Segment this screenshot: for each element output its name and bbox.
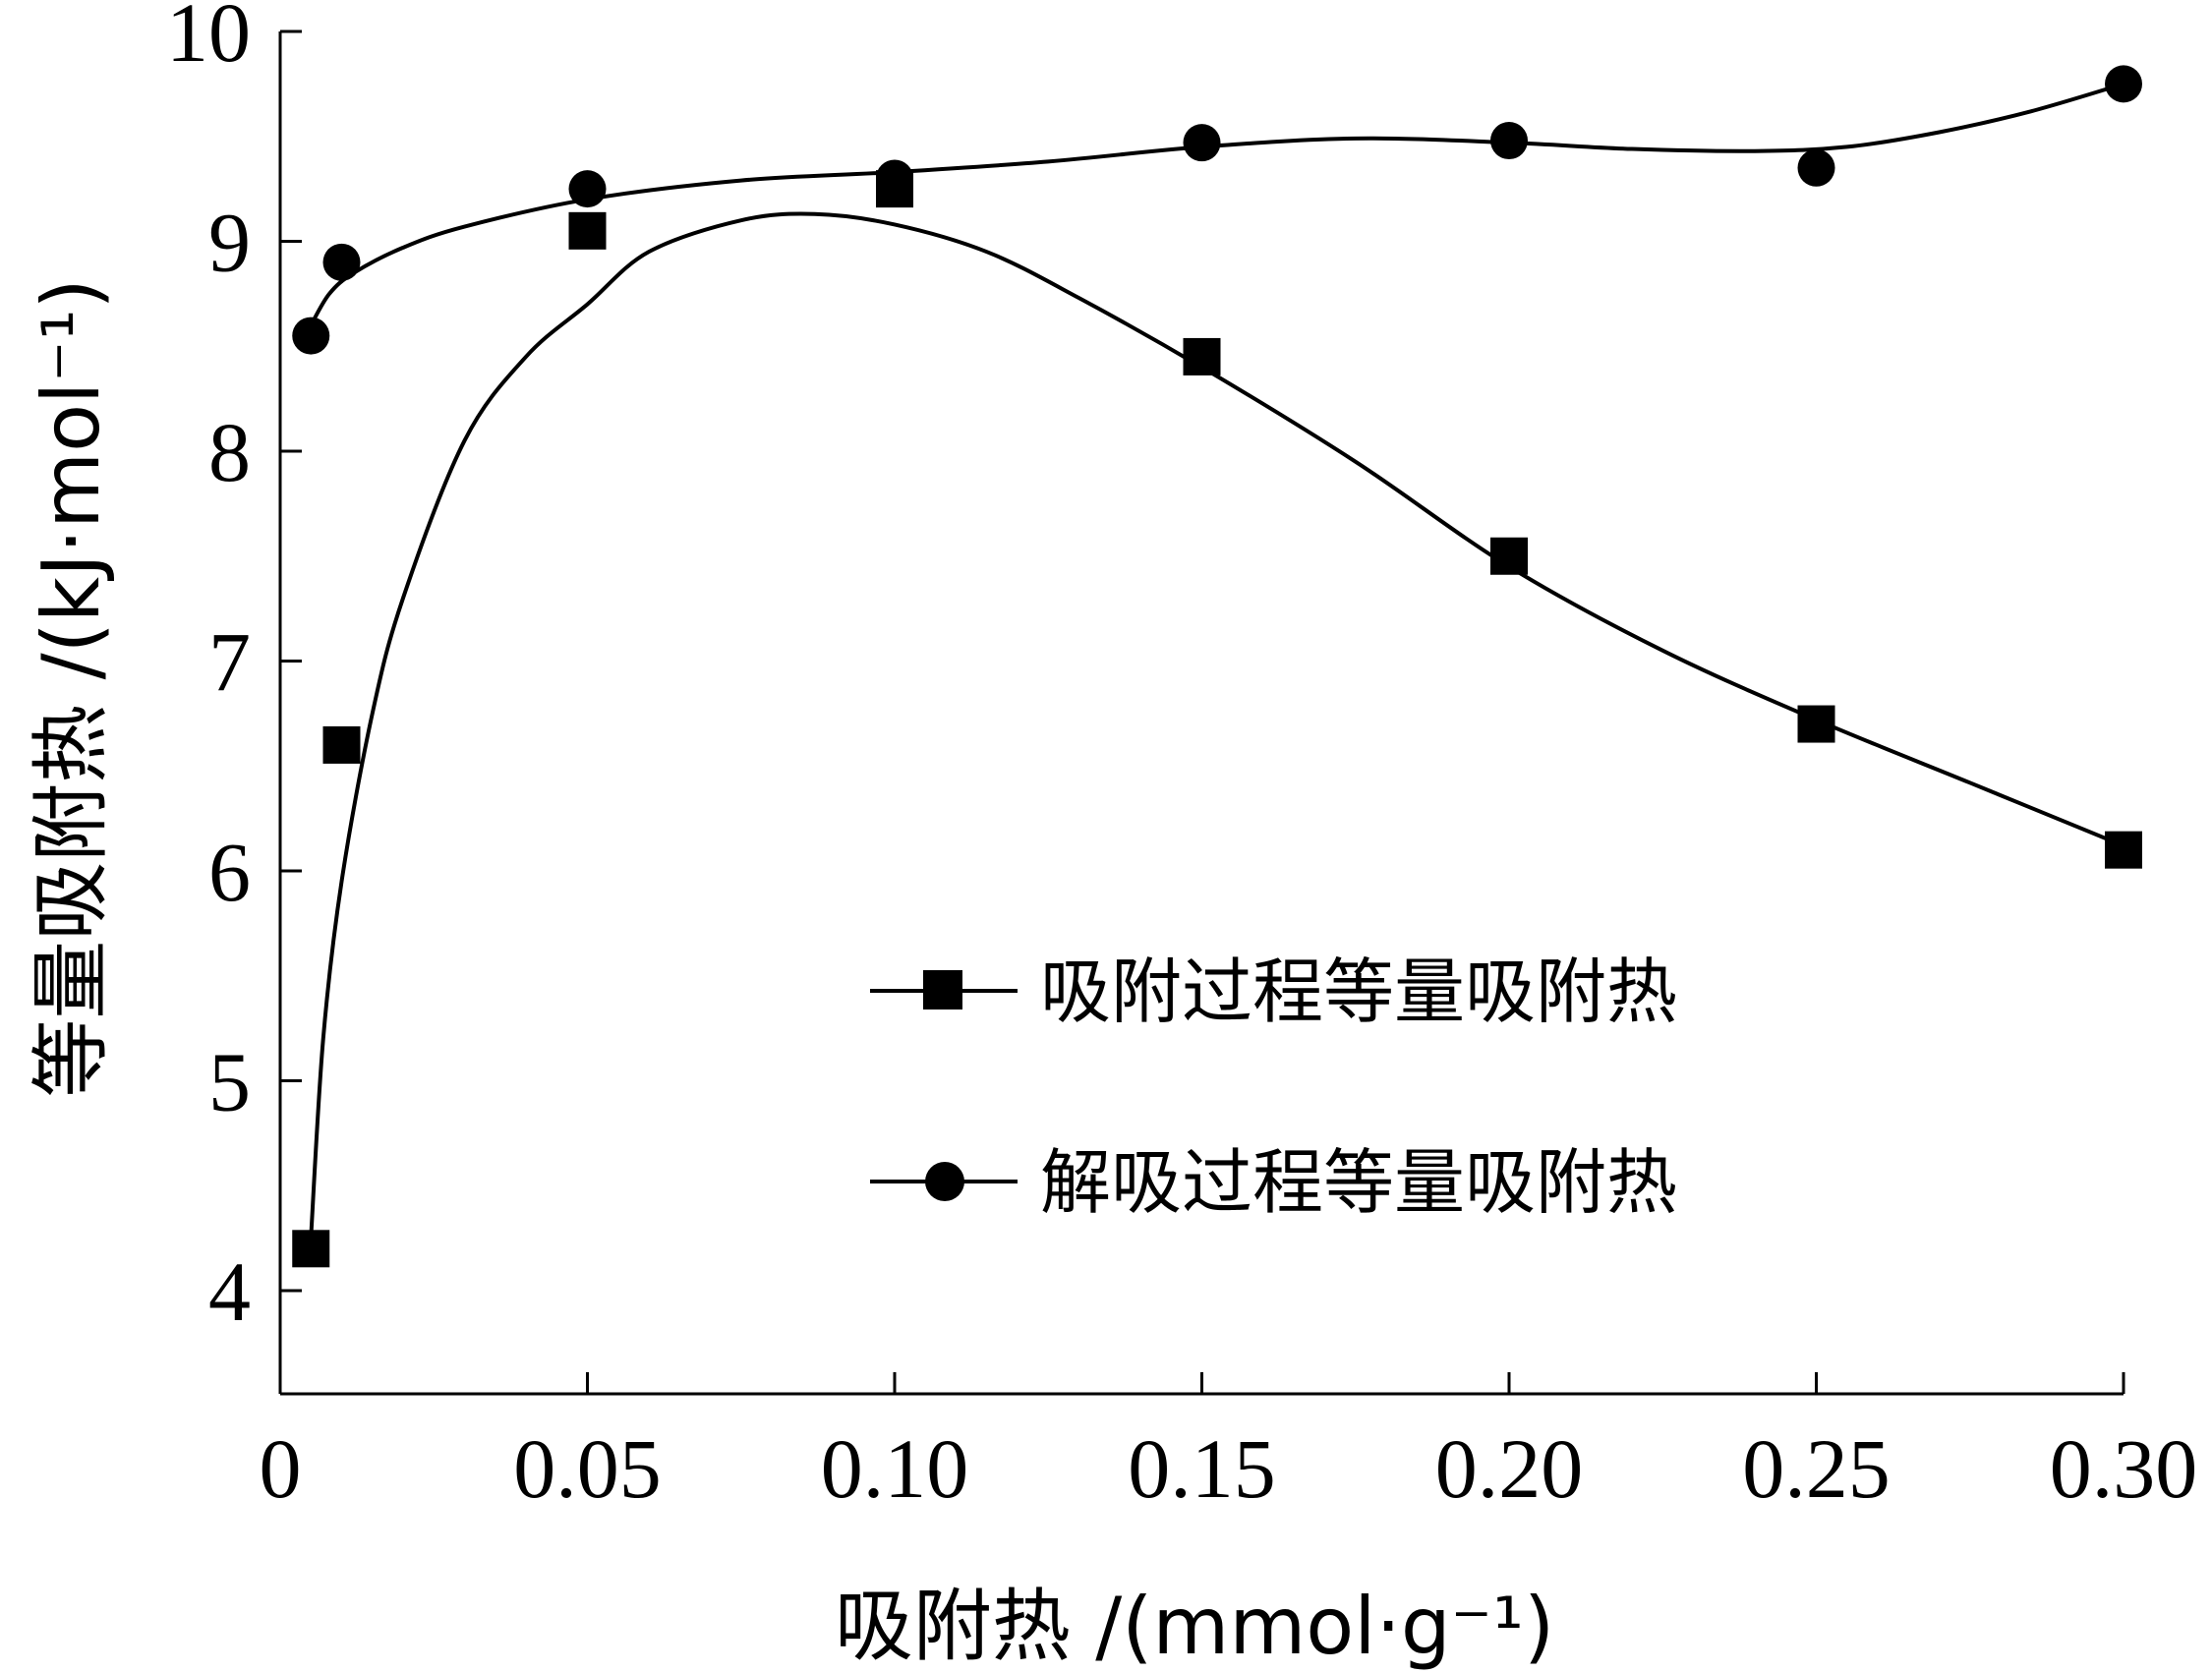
point-adsorption	[1183, 337, 1221, 375]
point-adsorption	[568, 211, 607, 250]
point-desorption	[1183, 124, 1221, 162]
x-tick-label: 0.30	[2050, 1421, 2198, 1516]
legend-label-adsorption: 吸附过程等量吸附热	[1040, 951, 1677, 1033]
legend-item-adsorption: 吸附过程等量吸附热	[870, 951, 1677, 1033]
point-desorption	[292, 317, 330, 355]
point-desorption	[2105, 65, 2142, 103]
legend: 吸附过程等量吸附热 解吸过程等量吸附热	[870, 951, 1677, 1224]
curve-desorption	[309, 82, 2125, 326]
point-adsorption	[292, 1230, 330, 1268]
legend-marker-square	[923, 970, 962, 1010]
curve-adsorption	[309, 211, 2125, 1239]
legend-marker-circle	[925, 1162, 964, 1201]
y-tick-label: 7	[208, 615, 251, 710]
y-tick-label: 9	[208, 196, 251, 290]
y-tick-label: 5	[208, 1035, 251, 1129]
x-tick-label: 0	[260, 1421, 302, 1516]
point-desorption	[1490, 122, 1528, 160]
y-tick-label: 6	[208, 825, 251, 919]
y-tick-label: 4	[208, 1244, 251, 1339]
y-tick-label: 10	[166, 0, 251, 80]
point-adsorption	[322, 725, 361, 764]
x-tick-label: 0.05	[513, 1421, 662, 1516]
y-ticks: 4 5 6 7 8 9 10	[166, 0, 302, 1339]
point-desorption	[1797, 148, 1835, 187]
point-desorption	[568, 170, 607, 208]
point-adsorption	[2105, 831, 2142, 869]
x-ticks: 0 0.05 0.10 0.15 0.20 0.25 0.30	[260, 1372, 2198, 1516]
markers	[292, 65, 2142, 1268]
point-desorption	[322, 243, 361, 281]
x-tick-label: 0.10	[821, 1421, 969, 1516]
x-axis-title: 吸附热 /(mmol·g⁻¹)	[835, 1581, 1554, 1672]
x-tick-label: 0.25	[1742, 1421, 1891, 1516]
point-adsorption	[1797, 705, 1835, 743]
y-axis-title: 等量吸附热 /(kJ·mol⁻¹)	[26, 278, 117, 1098]
legend-label-desorption: 解吸过程等量吸附热	[1040, 1141, 1677, 1224]
point-desorption	[876, 159, 913, 198]
point-adsorption	[1490, 537, 1528, 575]
x-tick-label: 0.15	[1128, 1421, 1276, 1516]
y-tick-label: 8	[208, 405, 251, 499]
legend-item-desorption: 解吸过程等量吸附热	[870, 1141, 1677, 1224]
curves	[309, 82, 2125, 1239]
x-tick-label: 0.20	[1435, 1421, 1584, 1516]
